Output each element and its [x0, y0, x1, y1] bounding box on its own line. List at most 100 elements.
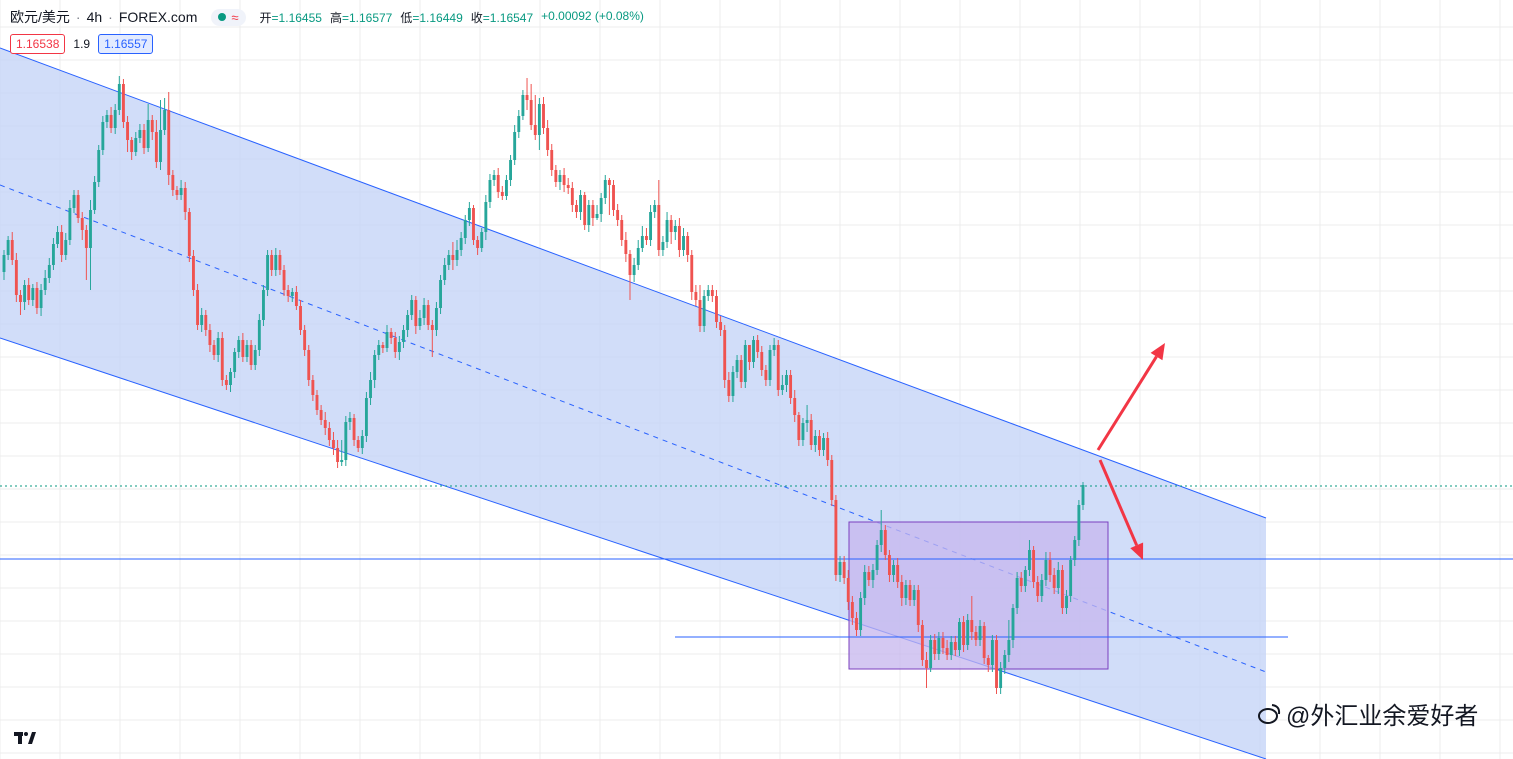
- candle: [566, 178, 570, 194]
- candle: [443, 258, 447, 285]
- candle-body: [937, 638, 941, 654]
- candle: [887, 550, 891, 582]
- high-value: =1.16577: [341, 10, 393, 25]
- candle-body: [632, 265, 636, 275]
- bid-button[interactable]: 1.16538: [10, 34, 66, 54]
- candle-body: [966, 620, 970, 645]
- candle: [154, 120, 158, 168]
- candle-body: [517, 116, 521, 132]
- candle: [369, 372, 372, 405]
- candle-body: [237, 340, 241, 352]
- candle: [1019, 572, 1023, 592]
- candle-body: [1052, 575, 1056, 588]
- candle-body: [657, 205, 661, 250]
- candle-body: [35, 288, 39, 308]
- candle: [64, 233, 68, 260]
- candle-body: [525, 95, 529, 100]
- candle-body: [364, 398, 368, 436]
- candle-body: [323, 420, 327, 428]
- candle-body: [241, 340, 245, 357]
- candle-body: [286, 290, 290, 296]
- horizontal-lines[interactable]: [0, 485, 1513, 638]
- candle: [257, 314, 261, 356]
- candle-body: [443, 265, 447, 280]
- candle-body: [187, 212, 191, 256]
- candle: [1032, 546, 1036, 588]
- candle: [537, 98, 541, 150]
- candle-body: [962, 622, 966, 645]
- candle-body: [583, 195, 587, 225]
- candle-body: [636, 248, 640, 265]
- candle: [150, 115, 154, 140]
- candle: [830, 455, 834, 506]
- candle: [916, 585, 920, 632]
- candle: [702, 290, 706, 332]
- candle-body: [80, 218, 84, 230]
- candle: [908, 580, 912, 606]
- market-status[interactable]: ≈: [211, 8, 246, 26]
- candle: [56, 226, 59, 248]
- candle-body: [785, 375, 788, 385]
- candle-body: [377, 345, 381, 355]
- candle-body: [739, 360, 743, 382]
- close-label: 收: [470, 10, 483, 25]
- candle: [27, 278, 31, 305]
- candle-body: [1011, 608, 1015, 640]
- candle-body: [941, 638, 945, 648]
- direction-arrows[interactable]: [1096, 343, 1165, 560]
- tradingview-logo-icon[interactable]: [12, 725, 38, 751]
- candle: [278, 250, 282, 275]
- candle: [1073, 536, 1077, 566]
- candle: [698, 285, 702, 332]
- candle: [953, 636, 957, 656]
- candle: [789, 370, 793, 404]
- candle-body: [113, 110, 117, 128]
- candle-body: [830, 460, 834, 500]
- candle: [595, 205, 599, 220]
- candle-body: [68, 208, 72, 240]
- watermark: @外汇业余爱好者: [1256, 696, 1478, 731]
- candle-body: [809, 420, 813, 445]
- symbol-name[interactable]: 欧元/美元: [10, 9, 70, 25]
- candle: [229, 368, 232, 392]
- candle: [1023, 566, 1027, 592]
- candle-body: [1019, 578, 1023, 586]
- candle: [747, 345, 751, 370]
- candle-body: [56, 232, 59, 244]
- candle-body: [414, 300, 418, 326]
- candle-body: [224, 380, 228, 385]
- candle: [743, 340, 747, 388]
- candle-body: [616, 210, 620, 220]
- candle: [336, 440, 340, 468]
- candle: [838, 556, 842, 582]
- ask-button[interactable]: 1.16557: [98, 34, 154, 54]
- candle: [121, 79, 125, 128]
- candle: [974, 626, 978, 646]
- high-label: 高: [329, 10, 342, 25]
- candle-body: [546, 128, 550, 150]
- candle-body: [1065, 596, 1068, 608]
- consolidation-box[interactable]: [848, 521, 1109, 670]
- candle-body: [352, 418, 356, 440]
- candle: [982, 622, 986, 664]
- candle: [294, 286, 298, 310]
- candle-body: [434, 308, 438, 330]
- candle-body: [192, 256, 195, 290]
- candle: [929, 635, 933, 672]
- candle-body: [863, 572, 867, 598]
- interval-label[interactable]: 4h: [86, 9, 103, 25]
- candle-body: [167, 110, 171, 175]
- candle: [323, 412, 327, 435]
- candle: [690, 250, 694, 300]
- candle: [472, 205, 475, 245]
- candle-body: [929, 640, 933, 668]
- candle-body: [72, 195, 76, 208]
- candle: [377, 340, 381, 360]
- candle-body: [999, 668, 1003, 688]
- candle: [2, 250, 6, 280]
- candle-body: [130, 140, 134, 152]
- candle-body: [303, 330, 307, 350]
- candle: [587, 200, 591, 232]
- candle: [529, 84, 533, 130]
